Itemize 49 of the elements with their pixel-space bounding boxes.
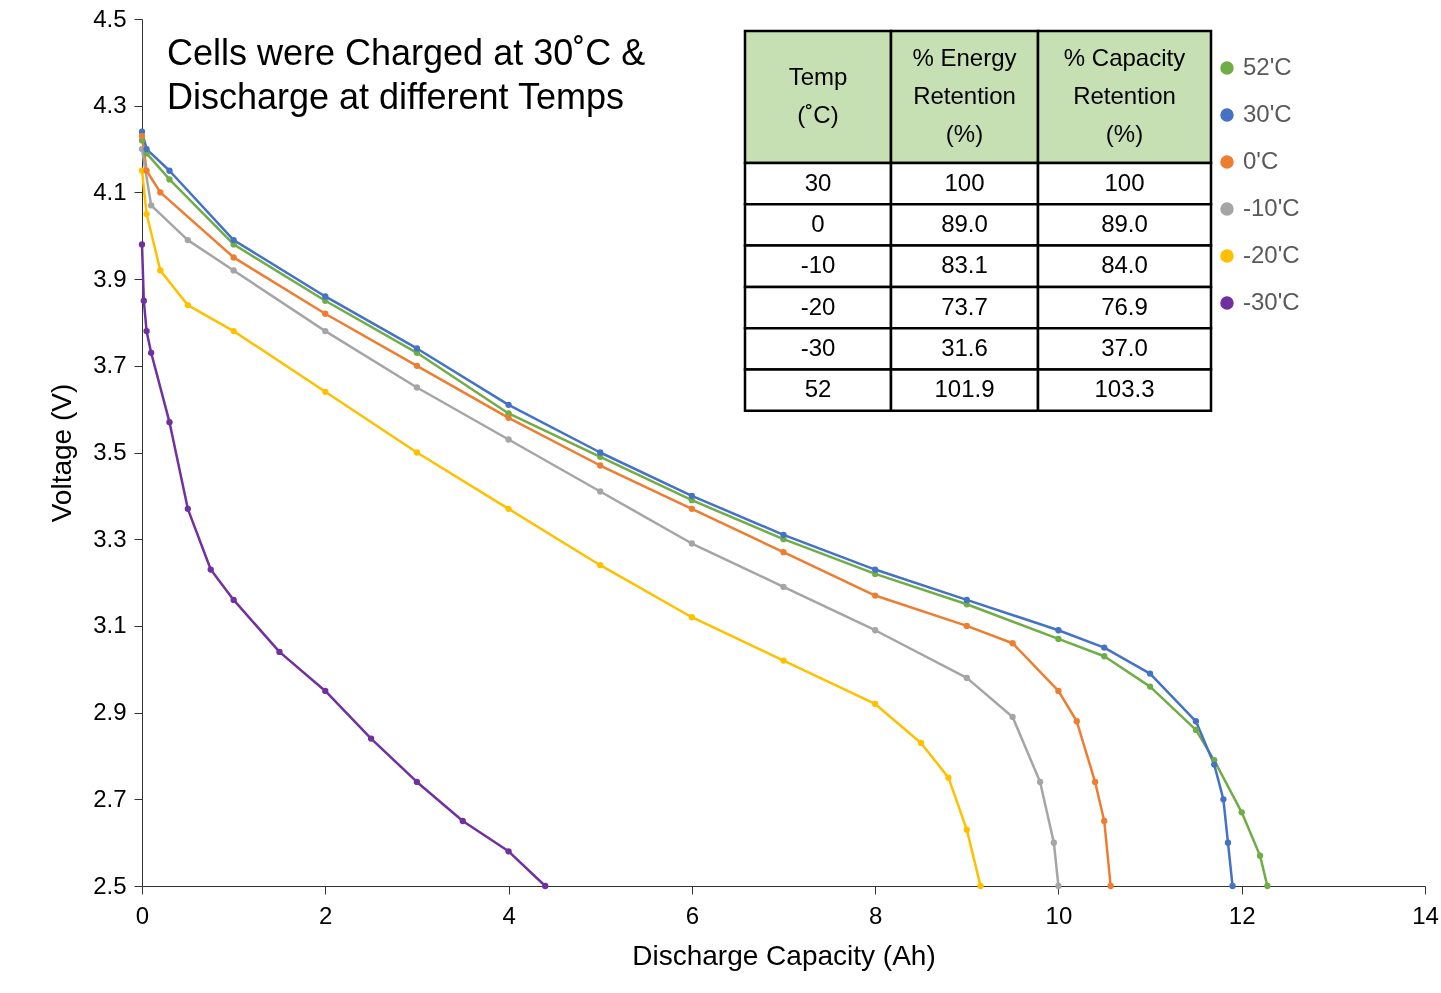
annotation: 84.0: [1101, 251, 1148, 279]
x-tick-label: 6: [685, 901, 700, 929]
x-axis-title: Discharge Capacity (Ah): [632, 939, 936, 971]
annotation: 83.1: [941, 251, 988, 279]
y-tick-label: 3.9: [93, 264, 127, 292]
legend-label: -20'C: [1243, 241, 1300, 268]
y-tick-label: 2.7: [93, 784, 127, 812]
annotation: 100: [944, 168, 985, 196]
legend-label: -30'C: [1243, 288, 1300, 315]
annotation: 30: [804, 168, 832, 196]
legend-label: 52'C: [1243, 53, 1292, 80]
x-tick-label: 10: [1045, 901, 1073, 929]
annotation: 101.9: [934, 375, 995, 403]
annotation: 52: [804, 375, 832, 403]
legend-label: -10'C: [1243, 194, 1300, 221]
x-tick-label: 2: [319, 901, 333, 929]
y-tick-label: 3.1: [93, 611, 127, 639]
annotation: Cells were Charged at 30˚C & Discharge at different Temps: [167, 32, 646, 117]
annotation: 37.0: [1101, 333, 1148, 361]
annotation: 73.7: [941, 292, 988, 320]
y-axis-title: Voltage (V): [46, 383, 78, 523]
y-tick-label: 4.1: [93, 177, 127, 205]
x-tick-label: 4: [502, 901, 516, 929]
y-tick-label: 3.5: [93, 438, 127, 465]
annotation: 100: [1104, 168, 1145, 196]
y-tick-label: 3.3: [93, 524, 127, 552]
annotation: 31.6: [941, 333, 988, 361]
x-tick-label: 0: [135, 901, 150, 929]
annotation: 0: [811, 209, 825, 237]
annotation: 76.9: [1101, 292, 1148, 320]
annotation: -10: [800, 251, 836, 279]
y-tick-label: 3.7: [93, 351, 127, 379]
x-tick-label: 14: [1412, 901, 1439, 929]
y-tick-label: 4.5: [93, 4, 127, 32]
legend-label: 0'C: [1243, 147, 1279, 174]
y-tick-label: 4.3: [93, 91, 127, 119]
x-tick-label: 8: [868, 901, 883, 929]
annotation: 89.0: [941, 209, 988, 237]
x-tick-label: 12: [1228, 901, 1256, 929]
annotation: -20: [800, 292, 836, 320]
annotation: 103.3: [1094, 375, 1155, 403]
annotation: -30: [800, 333, 836, 361]
legend-label: 30'C: [1243, 100, 1292, 127]
y-tick-label: 2.9: [93, 698, 127, 726]
annotation: % Energy Retention (%): [912, 44, 1017, 147]
y-tick-label: 2.5: [93, 871, 127, 899]
annotation: Temp (˚C): [788, 63, 848, 128]
annotation: 89.0: [1101, 209, 1148, 237]
annotation: % Capacity Retention (%): [1063, 44, 1186, 147]
